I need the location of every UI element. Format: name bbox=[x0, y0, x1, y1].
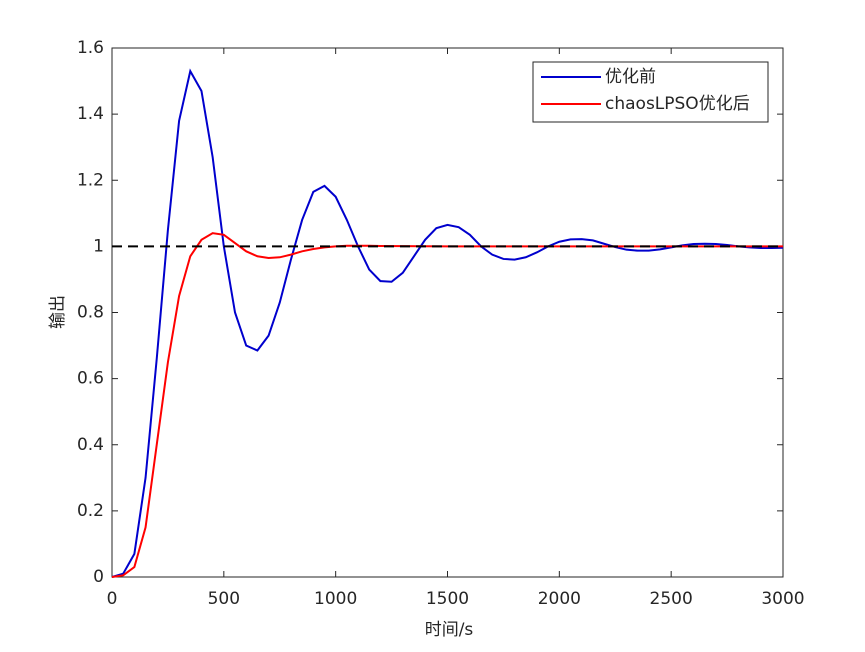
y-tick-label: 1.4 bbox=[77, 104, 104, 124]
x-tick-label: 0 bbox=[107, 589, 118, 609]
y-tick-label: 0.6 bbox=[77, 369, 104, 389]
y-tick-label: 1.6 bbox=[77, 38, 104, 58]
x-tick-label: 2000 bbox=[538, 589, 581, 609]
x-tick-label: 3000 bbox=[761, 589, 804, 609]
x-tick-label: 1000 bbox=[314, 589, 357, 609]
legend-box bbox=[532, 61, 769, 123]
plot-area bbox=[111, 47, 784, 578]
legend-label: 优化前 bbox=[605, 67, 656, 87]
y-tick-label: 1.2 bbox=[77, 170, 104, 190]
y-tick-label: 1 bbox=[93, 236, 104, 256]
x-axis-label: 时间/s bbox=[425, 620, 474, 640]
y-axis-label: 输出 bbox=[48, 295, 68, 329]
y-tick-label: 0 bbox=[93, 567, 104, 587]
legend-label: chaosLPSO优化后 bbox=[605, 94, 750, 114]
y-tick-label: 0.2 bbox=[77, 501, 104, 521]
y-tick-label: 0.4 bbox=[77, 435, 104, 455]
x-tick-label: 1500 bbox=[426, 589, 469, 609]
y-tick-label: 0.8 bbox=[77, 303, 104, 323]
x-tick-label: 500 bbox=[208, 589, 240, 609]
x-tick-label: 2500 bbox=[650, 589, 693, 609]
